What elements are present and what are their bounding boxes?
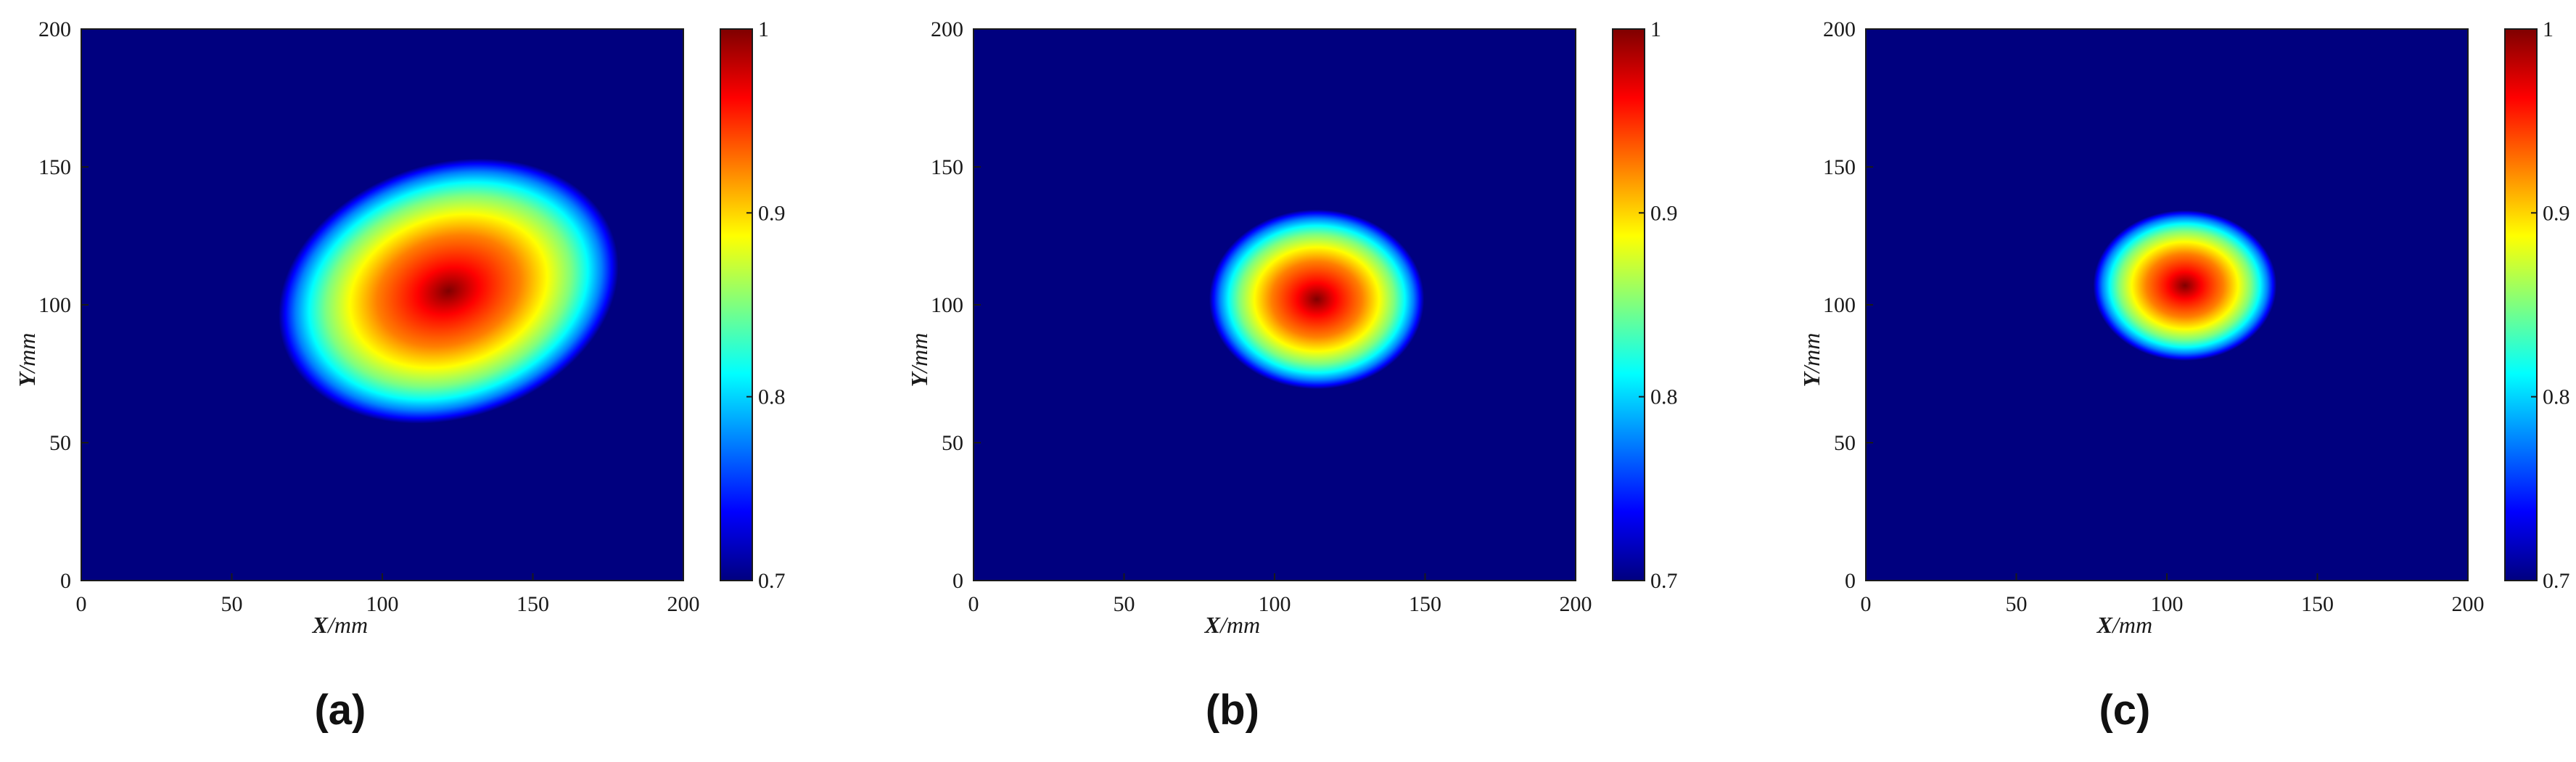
x-tick-label: 0 — [76, 592, 87, 616]
x-axis-label: X/mm — [2096, 612, 2152, 638]
y-tick-label: 0 — [952, 569, 963, 593]
x-tick-label: 0 — [968, 592, 979, 616]
x-tick-label: 50 — [1114, 592, 1135, 616]
y-tick-label: 150 — [38, 155, 71, 179]
panel-label-c: (c) — [2099, 687, 2151, 734]
y-tick-label: 0 — [1845, 569, 1856, 593]
x-tick-label: 50 — [2006, 592, 2028, 616]
colorbar-tick-label: 0.7 — [1650, 569, 1678, 593]
colorbar-tick-label: 1 — [2543, 17, 2554, 41]
x-tick-label: 0 — [1861, 592, 1872, 616]
y-axis-label: Y/mm — [906, 333, 932, 388]
y-tick-label: 200 — [1823, 17, 1856, 41]
panel-b: 0 50 100 150 200 0 50 100 150 200 X/mm Y/mm 0.7 0.8 0.… — [892, 0, 1684, 762]
y-axis-label: Y/mm — [14, 333, 40, 388]
colorbar-tick-label: 0.9 — [2543, 201, 2570, 225]
heatmap-chart-a: 0 50 100 150 200 0 50 100 150 200 X/mm Y/mm 0.7 0.8 0.… — [14, 17, 786, 638]
x-tick-label: 100 — [366, 592, 399, 616]
colorbar-tick-label: 1 — [758, 17, 769, 41]
y-tick-label: 50 — [942, 431, 963, 455]
y-tick-label: 150 — [1823, 155, 1856, 179]
colorbar-tick-label: 0.8 — [2543, 385, 2570, 409]
x-tick-label: 100 — [2151, 592, 2184, 616]
y-tick-label: 150 — [931, 155, 963, 179]
colorbar-tick-label: 0.8 — [1650, 385, 1678, 409]
heatmap-hotspot — [279, 158, 619, 424]
heatmap-chart-c: 0 50 100 150 200 0 50 100 150 200 X/mm Y/mm 0.7 0.8 0.… — [1798, 17, 2570, 638]
x-axis-label: X/mm — [312, 612, 368, 638]
colorbar-tick-label: 0.8 — [758, 385, 786, 409]
y-tick-label: 50 — [1834, 431, 1856, 455]
y-tick-label: 100 — [931, 293, 963, 317]
heatmap-hotspot — [2093, 210, 2277, 361]
x-axis-label: X/mm — [1204, 612, 1260, 638]
colorbar — [2504, 28, 2538, 581]
y-tick-label: 100 — [38, 293, 71, 317]
x-tick-label: 150 — [517, 592, 549, 616]
heatmap-hotspot — [1209, 209, 1425, 390]
panel-c: 0 50 100 150 200 0 50 100 150 200 X/mm Y/mm 0.7 0.8 0.… — [1785, 0, 2576, 762]
colorbar-tick-label: 0.9 — [1650, 201, 1678, 225]
x-tick-label: 200 — [1560, 592, 1592, 616]
panel-a: 0 50 100 150 200 0 50 100 150 200 X/mm Y/mm 0.7 0.8 0.… — [0, 0, 791, 762]
colorbar-tick-label: 0.7 — [758, 569, 786, 593]
colorbar — [1612, 28, 1645, 581]
panel-label-b: (b) — [1205, 687, 1259, 734]
x-tick-label: 200 — [2452, 592, 2485, 616]
colorbar-tick-label: 0.9 — [758, 201, 786, 225]
y-tick-label: 100 — [1823, 293, 1856, 317]
x-tick-label: 100 — [1259, 592, 1291, 616]
panel-label-a: (a) — [314, 687, 366, 734]
heatmap-chart-b: 0 50 100 150 200 0 50 100 150 200 X/mm Y/mm 0.7 0.8 0.… — [906, 17, 1678, 638]
y-axis-label: Y/mm — [1798, 333, 1824, 388]
colorbar-tick-label: 1 — [1650, 17, 1661, 41]
y-tick-label: 50 — [49, 431, 71, 455]
x-tick-label: 200 — [667, 592, 700, 616]
x-tick-label: 150 — [2301, 592, 2334, 616]
y-tick-label: 200 — [931, 17, 963, 41]
colorbar — [720, 28, 753, 581]
x-tick-label: 50 — [221, 592, 243, 616]
colorbar-tick-label: 0.7 — [2543, 569, 2570, 593]
x-tick-label: 150 — [1409, 592, 1441, 616]
y-tick-label: 0 — [60, 569, 71, 593]
y-tick-label: 200 — [38, 17, 71, 41]
